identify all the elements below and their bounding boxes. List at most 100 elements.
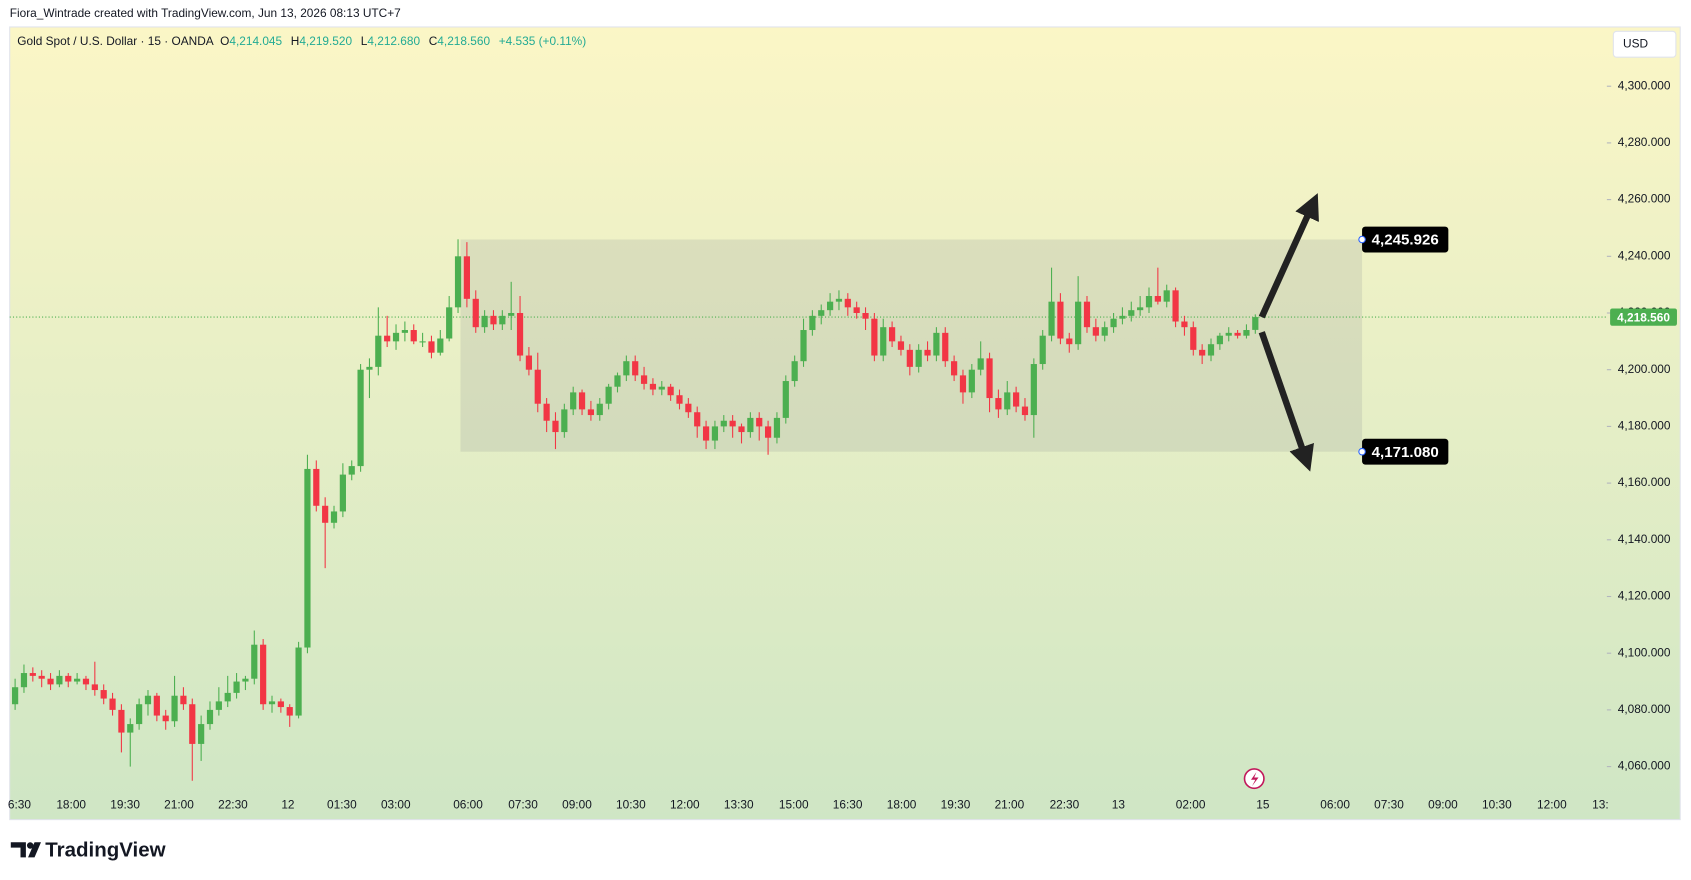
y-tick-label: 4,160.000 xyxy=(1618,475,1671,489)
x-tick-label: 15:00 xyxy=(779,798,809,812)
candle-body xyxy=(251,644,258,679)
legend-text: Gold Spot / U.S. Dollar · 15 · OANDA O4,2… xyxy=(17,34,586,48)
candle-body xyxy=(543,403,550,421)
candle-body xyxy=(65,675,72,682)
x-tick-label: 01:30 xyxy=(327,798,357,812)
x-tick-label: 13: xyxy=(1592,798,1609,812)
candle-body xyxy=(1163,290,1170,302)
candle-body xyxy=(951,361,958,376)
candle-body xyxy=(552,420,559,433)
y-tick-label: 4,060.000 xyxy=(1618,759,1671,773)
currency-box[interactable] xyxy=(1612,30,1677,58)
candle-body xyxy=(295,647,302,716)
candle-body xyxy=(490,315,497,325)
candle-body xyxy=(277,701,284,708)
candle-body xyxy=(862,313,869,319)
candle-body xyxy=(375,335,382,367)
candle-body xyxy=(809,315,816,331)
candle-body xyxy=(224,692,231,702)
candle-body xyxy=(623,361,630,376)
candle-body xyxy=(339,474,346,512)
candles xyxy=(12,239,1259,781)
candle-body xyxy=(1110,318,1117,328)
candle-body xyxy=(1119,315,1126,319)
range-handle[interactable] xyxy=(1358,447,1366,456)
x-tick-label: 09:00 xyxy=(562,798,592,812)
event-bolt[interactable] xyxy=(1250,772,1259,787)
logo-dot xyxy=(26,842,34,849)
candle-body xyxy=(74,678,81,682)
y-tick-label: 4,300.000 xyxy=(1618,78,1671,92)
candle-body xyxy=(481,315,488,328)
candle-body xyxy=(136,704,143,725)
x-tick-label: 02:00 xyxy=(1176,798,1206,812)
candle-body xyxy=(144,695,152,705)
candle-body xyxy=(29,673,36,676)
y-tick-label: 4,080.000 xyxy=(1618,702,1671,716)
x-tick-label: 6:30 xyxy=(8,798,31,812)
event-icon[interactable] xyxy=(1243,768,1265,790)
candle-body xyxy=(1013,392,1020,407)
range-label: 4,245.926 xyxy=(1372,232,1439,249)
candle-body xyxy=(1030,364,1037,416)
candle-body xyxy=(702,426,710,441)
candle-body xyxy=(605,386,612,404)
arrow-down xyxy=(1258,331,1314,472)
plot-bg xyxy=(9,26,1681,821)
y-tick-label: 4,180.000 xyxy=(1618,419,1671,433)
candle-body xyxy=(871,318,878,356)
candle-body xyxy=(995,398,1002,410)
legend-symbol: Gold Spot / U.S. Dollar · 15 · OANDA xyxy=(17,34,213,48)
currency[interactable]: USD xyxy=(1623,36,1648,50)
candle-body xyxy=(437,338,444,353)
candle-body xyxy=(1039,335,1046,365)
candle-body xyxy=(747,417,754,433)
candle-body xyxy=(1101,327,1108,336)
candle-body xyxy=(322,505,329,523)
candle-body xyxy=(171,695,178,722)
candle-body xyxy=(729,420,736,427)
candle-body xyxy=(472,298,479,328)
candle-body xyxy=(1252,317,1259,330)
candle-body xyxy=(977,358,984,370)
x-tick-label: 12 xyxy=(281,798,294,812)
y-tick-label: 4,100.000 xyxy=(1618,645,1671,659)
candle-body xyxy=(499,315,506,325)
candle-body xyxy=(198,724,205,744)
range-handle[interactable] xyxy=(1358,235,1366,244)
candle-body xyxy=(720,420,727,427)
candle-body xyxy=(348,466,355,475)
candle-body xyxy=(1234,332,1241,336)
candle-body xyxy=(835,298,843,302)
candle-body xyxy=(685,403,692,413)
candle-body xyxy=(986,358,993,399)
candle-body xyxy=(561,409,568,433)
range-label-box xyxy=(1362,226,1449,253)
candle-body xyxy=(614,375,621,387)
range-label-box xyxy=(1362,438,1449,465)
candle-body xyxy=(366,366,373,370)
x-tick-label: 12:00 xyxy=(670,798,700,812)
candle-body xyxy=(109,698,116,710)
candle-body xyxy=(91,684,98,691)
candle-body xyxy=(286,707,293,716)
candle-body xyxy=(570,392,577,410)
x-tick-label: 06:00 xyxy=(1320,798,1350,812)
candle-body xyxy=(180,695,187,705)
candle-body xyxy=(800,330,807,362)
candle-body xyxy=(1057,301,1064,339)
candle-body xyxy=(1154,295,1161,302)
candle-body xyxy=(711,426,719,441)
candle-body xyxy=(1243,330,1250,336)
candle-body xyxy=(782,381,789,418)
candle-body xyxy=(357,369,364,467)
legend-h: H xyxy=(291,34,300,48)
x-tick-label: 19:30 xyxy=(110,798,140,812)
candle-body xyxy=(773,417,781,438)
candle-body xyxy=(924,349,931,356)
candle-body xyxy=(1066,338,1073,345)
candle-body xyxy=(1137,307,1144,311)
candle-body xyxy=(1181,321,1188,328)
candle-body xyxy=(162,715,169,722)
